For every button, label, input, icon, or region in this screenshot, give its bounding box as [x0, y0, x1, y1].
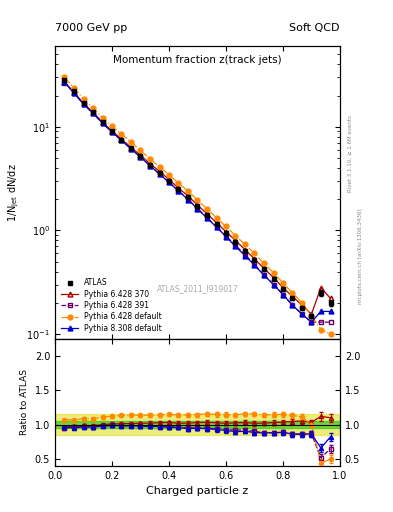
Text: Soft QCD: Soft QCD	[290, 23, 340, 33]
Text: ATLAS_2011_I919017: ATLAS_2011_I919017	[156, 285, 239, 293]
Y-axis label: Ratio to ATLAS: Ratio to ATLAS	[20, 369, 29, 435]
Bar	[55, 414, 340, 435]
Bar	[55, 421, 340, 428]
Text: mcplots.cern.ch [arXiv:1306.3436]: mcplots.cern.ch [arXiv:1306.3436]	[358, 208, 363, 304]
Text: Momentum fraction z(track jets): Momentum fraction z(track jets)	[113, 55, 282, 65]
Text: 7000 GeV pp: 7000 GeV pp	[55, 23, 127, 33]
Y-axis label: 1/N$_\mathrm{jet}$ dN/dz: 1/N$_\mathrm{jet}$ dN/dz	[6, 163, 21, 222]
X-axis label: Charged particle z: Charged particle z	[146, 486, 249, 496]
Legend: ATLAS, Pythia 6.428 370, Pythia 6.428 391, Pythia 6.428 default, Pythia 8.308 de: ATLAS, Pythia 6.428 370, Pythia 6.428 39…	[59, 276, 164, 335]
Text: Rivet 3.1.10; ≥ 1.6M events: Rivet 3.1.10; ≥ 1.6M events	[348, 115, 353, 192]
